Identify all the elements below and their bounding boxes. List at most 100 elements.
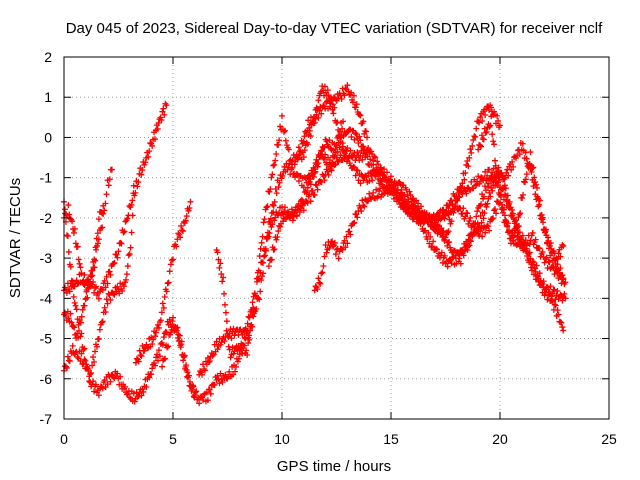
data-point <box>99 210 106 217</box>
y-tick-label: 1 <box>44 89 52 105</box>
x-tick-label: 25 <box>601 431 617 447</box>
data-point <box>360 143 367 150</box>
data-point <box>66 211 73 218</box>
data-point <box>130 390 137 397</box>
data-points <box>61 82 569 407</box>
data-point <box>325 171 332 178</box>
data-point <box>152 362 159 369</box>
data-point <box>154 357 161 364</box>
data-point <box>167 261 174 268</box>
data-point <box>86 279 93 286</box>
data-point <box>142 159 149 166</box>
data-point <box>153 354 160 361</box>
data-point <box>111 291 118 298</box>
data-point <box>286 160 293 167</box>
y-tick-label: -4 <box>40 290 53 306</box>
data-point <box>462 213 469 220</box>
data-point <box>164 280 171 287</box>
data-point <box>496 200 503 207</box>
data-point <box>547 283 554 290</box>
data-point <box>433 212 440 219</box>
data-point <box>73 306 80 313</box>
data-point <box>216 380 223 387</box>
data-point <box>476 223 483 230</box>
data-point <box>92 285 99 292</box>
data-point <box>357 112 364 119</box>
data-point <box>529 165 536 172</box>
data-point <box>172 326 179 333</box>
data-point <box>272 157 279 164</box>
data-point <box>249 323 256 330</box>
data-point <box>460 205 467 212</box>
data-point <box>517 210 524 217</box>
data-point <box>118 240 125 247</box>
data-point <box>389 188 396 195</box>
data-point <box>258 239 265 246</box>
data-point <box>366 178 373 185</box>
data-point <box>96 326 103 333</box>
data-point <box>138 171 145 178</box>
data-point <box>350 220 357 227</box>
data-point <box>549 297 556 304</box>
data-point <box>477 114 484 121</box>
data-point <box>138 353 145 360</box>
data-point <box>230 325 237 332</box>
y-axis-label: SDTVAR / TECUs <box>7 178 24 298</box>
data-point <box>126 250 133 257</box>
data-point <box>98 319 105 326</box>
data-point <box>293 154 300 161</box>
data-point <box>81 356 88 363</box>
data-point <box>133 389 140 396</box>
data-point <box>152 333 159 340</box>
data-point <box>338 245 345 252</box>
data-point <box>227 354 234 361</box>
data-point <box>307 176 314 183</box>
data-point <box>61 206 68 213</box>
data-point <box>552 302 559 309</box>
data-point <box>63 365 70 372</box>
data-point <box>544 265 551 272</box>
data-point <box>253 305 260 312</box>
data-point <box>323 249 330 256</box>
data-point <box>434 222 441 229</box>
data-point <box>495 173 502 180</box>
data-point <box>515 229 522 236</box>
data-point <box>229 344 236 351</box>
data-point <box>489 169 496 176</box>
data-point <box>292 158 299 165</box>
data-point <box>510 163 517 170</box>
data-point <box>462 244 469 251</box>
data-point <box>263 204 270 211</box>
data-point <box>359 156 366 163</box>
series-track-13 <box>409 169 567 334</box>
data-point <box>155 324 162 331</box>
data-point <box>234 358 241 365</box>
data-point <box>536 270 543 277</box>
data-point <box>134 183 141 190</box>
data-point <box>270 202 277 209</box>
data-point <box>324 87 331 94</box>
data-point <box>104 300 111 307</box>
data-point <box>66 358 73 365</box>
data-point <box>352 130 359 137</box>
data-point <box>63 232 70 239</box>
data-point <box>494 182 501 189</box>
data-point <box>530 164 537 171</box>
data-point <box>244 352 251 359</box>
data-point <box>102 308 109 315</box>
data-point <box>72 349 79 356</box>
data-point <box>363 174 370 181</box>
data-point <box>61 309 68 316</box>
data-point <box>509 212 516 219</box>
data-point <box>269 171 276 178</box>
data-point <box>115 248 122 255</box>
data-point <box>536 245 543 252</box>
data-point <box>319 269 326 276</box>
data-point <box>277 223 284 230</box>
data-point <box>561 290 568 297</box>
data-point <box>507 240 514 247</box>
data-point <box>321 156 328 163</box>
data-point <box>557 253 564 260</box>
data-point <box>438 249 445 256</box>
